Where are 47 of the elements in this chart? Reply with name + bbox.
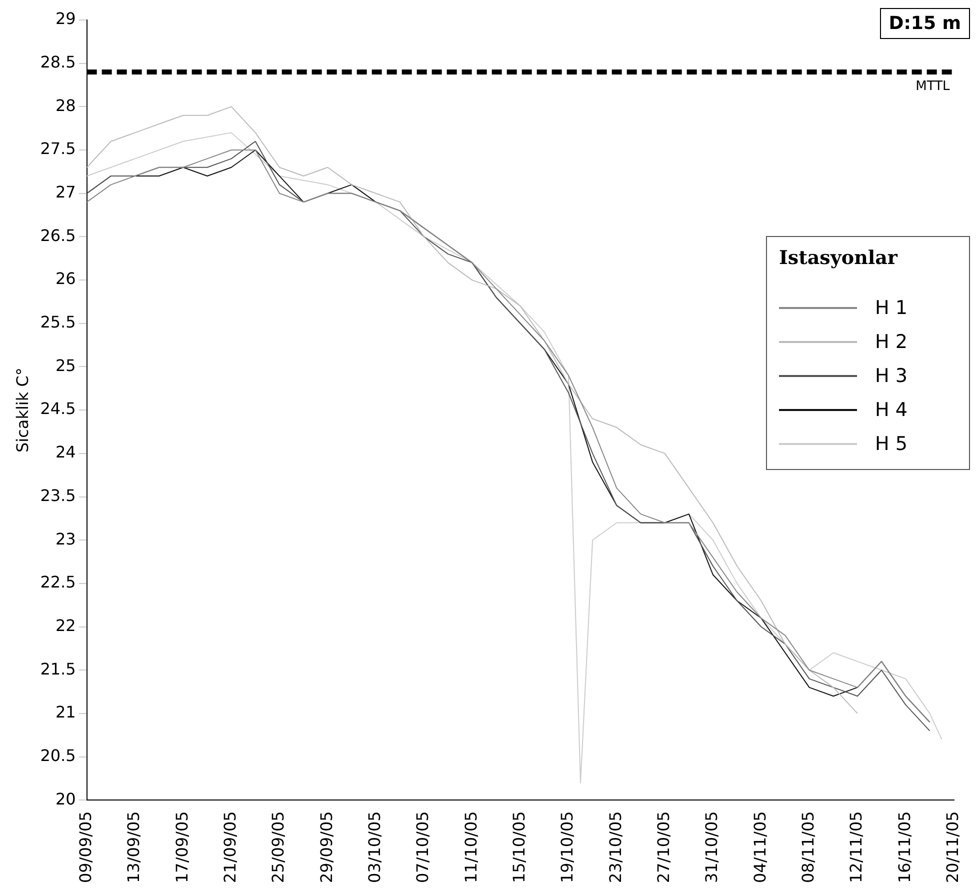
x-tick-label: 16/11/05 — [894, 811, 914, 883]
y-tick-label: 27.5 — [40, 139, 76, 158]
legend-label: H 1 — [875, 297, 908, 319]
y-tick-label: 26 — [55, 269, 76, 288]
x-tick-label: 20/11/05 — [942, 811, 962, 883]
x-tick-label: 09/09/05 — [76, 811, 95, 883]
y-axis-title: Sicaklik C° — [12, 368, 32, 453]
y-tick-label: 21.5 — [40, 659, 76, 678]
y-tick-label: 20.5 — [40, 746, 76, 765]
y-tick-label: 20 — [55, 789, 76, 808]
ref-line-label: MTTL — [916, 78, 951, 94]
x-tick-label: 29/09/05 — [316, 811, 336, 883]
x-tick-label: 11/10/05 — [461, 811, 480, 883]
y-tick-label: 22.5 — [40, 572, 76, 592]
y-tick-label: 23 — [55, 529, 76, 548]
x-tick-label: 07/10/05 — [413, 811, 432, 883]
x-tick-label: 17/09/05 — [172, 811, 192, 883]
y-tick-label: 24 — [55, 442, 76, 462]
x-tick-label: 04/11/05 — [750, 811, 770, 883]
x-tick-label: 25/09/05 — [268, 811, 288, 883]
y-tick-label: 23.5 — [40, 486, 76, 505]
y-tick-label: 22 — [55, 616, 76, 635]
legend-label: H 3 — [875, 365, 908, 387]
legend-label: H 2 — [875, 331, 908, 353]
y-tick-label: 24.5 — [40, 399, 76, 418]
x-tick-label: 03/10/05 — [364, 811, 384, 883]
x-tick-label: 08/11/05 — [798, 811, 818, 883]
x-tick-label: 31/10/05 — [702, 811, 722, 883]
x-tick-label: 23/10/05 — [606, 811, 625, 883]
legend-label: H 4 — [875, 399, 908, 421]
y-tick-label: 28 — [55, 96, 76, 115]
y-tick-label: 21 — [55, 702, 76, 722]
x-tick-label: 27/10/05 — [654, 811, 673, 883]
x-tick-label: 12/11/05 — [846, 811, 866, 883]
y-tick-label: 27 — [55, 182, 76, 202]
legend-title: Istasyonlar — [779, 247, 899, 269]
x-tick-label: 19/10/05 — [558, 811, 577, 883]
y-tick-label: 25 — [55, 356, 76, 375]
y-tick-label: 26.5 — [40, 226, 76, 245]
annotation: D:15 m — [880, 8, 970, 39]
y-tick-label: 29 — [55, 9, 76, 28]
y-tick-label: 28.5 — [40, 52, 76, 72]
x-tick-label: 13/09/05 — [124, 811, 144, 883]
legend-label: H 5 — [875, 433, 908, 455]
x-tick-label: 15/10/05 — [509, 811, 528, 883]
x-tick-label: 21/09/05 — [220, 811, 240, 883]
y-tick-label: 25.5 — [40, 312, 76, 332]
